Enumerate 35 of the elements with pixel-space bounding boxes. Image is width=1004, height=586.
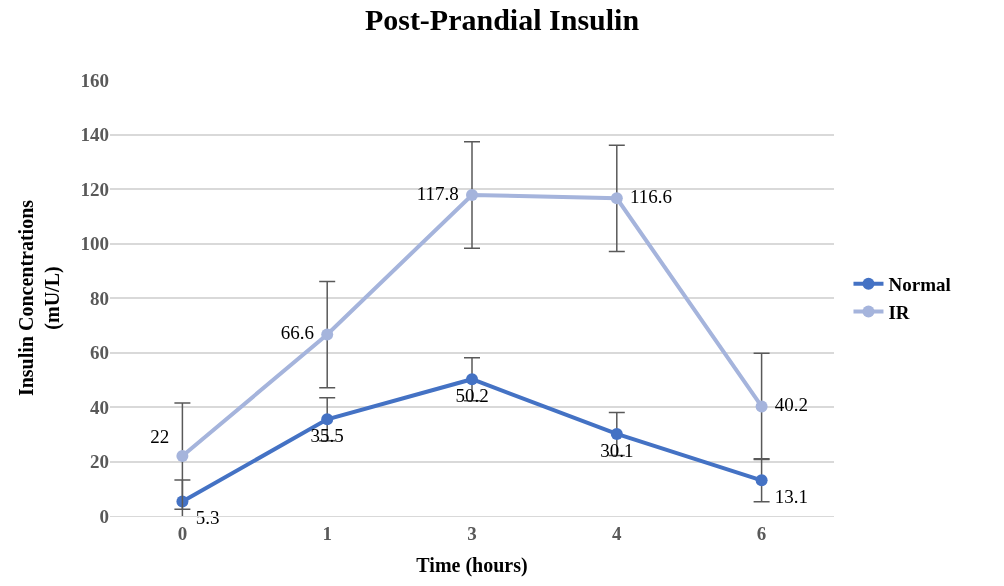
- point: [321, 328, 334, 341]
- point: [755, 474, 768, 487]
- y-tick-label: 80: [90, 287, 109, 309]
- y-tick-label: 0: [99, 505, 109, 527]
- data-label: 22: [145, 425, 174, 447]
- data-label: 66.6: [275, 322, 319, 344]
- y-tick-label: 160: [80, 69, 109, 91]
- legend-label: IR: [888, 301, 910, 323]
- data-label: 13.1: [770, 486, 813, 508]
- point: [610, 427, 623, 440]
- legend-label: Normal: [888, 274, 951, 296]
- x-tick-label: 1: [322, 522, 332, 544]
- point: [610, 192, 623, 205]
- data-label: 50.2: [450, 384, 494, 406]
- point: [755, 400, 768, 413]
- point: [466, 189, 478, 201]
- y-tick-label: 40: [90, 396, 109, 418]
- x-tick-label: 3: [467, 522, 477, 544]
- x-axis-title: Time (hours): [416, 554, 528, 578]
- y-tick-label: 100: [80, 233, 109, 255]
- y-tick-label: 60: [90, 342, 109, 364]
- point: [176, 450, 189, 463]
- x-tick-label: 6: [756, 522, 767, 544]
- y-tick-label: 20: [90, 451, 109, 473]
- point: [321, 413, 334, 426]
- x-tick-label: 0: [177, 522, 188, 544]
- chart-title: Post-Prandial Insulin: [364, 2, 640, 36]
- x-tick-label: 4: [612, 522, 623, 544]
- data-label: 117.8: [411, 182, 464, 204]
- point: [466, 373, 478, 386]
- y-tick-label: 140: [80, 124, 109, 146]
- data-label: 40.2: [770, 394, 813, 416]
- y-axis-title: Insulin Concentrations (mU/L): [15, 199, 64, 397]
- data-label: 116.6: [625, 186, 677, 208]
- y-tick-label: 120: [80, 178, 109, 200]
